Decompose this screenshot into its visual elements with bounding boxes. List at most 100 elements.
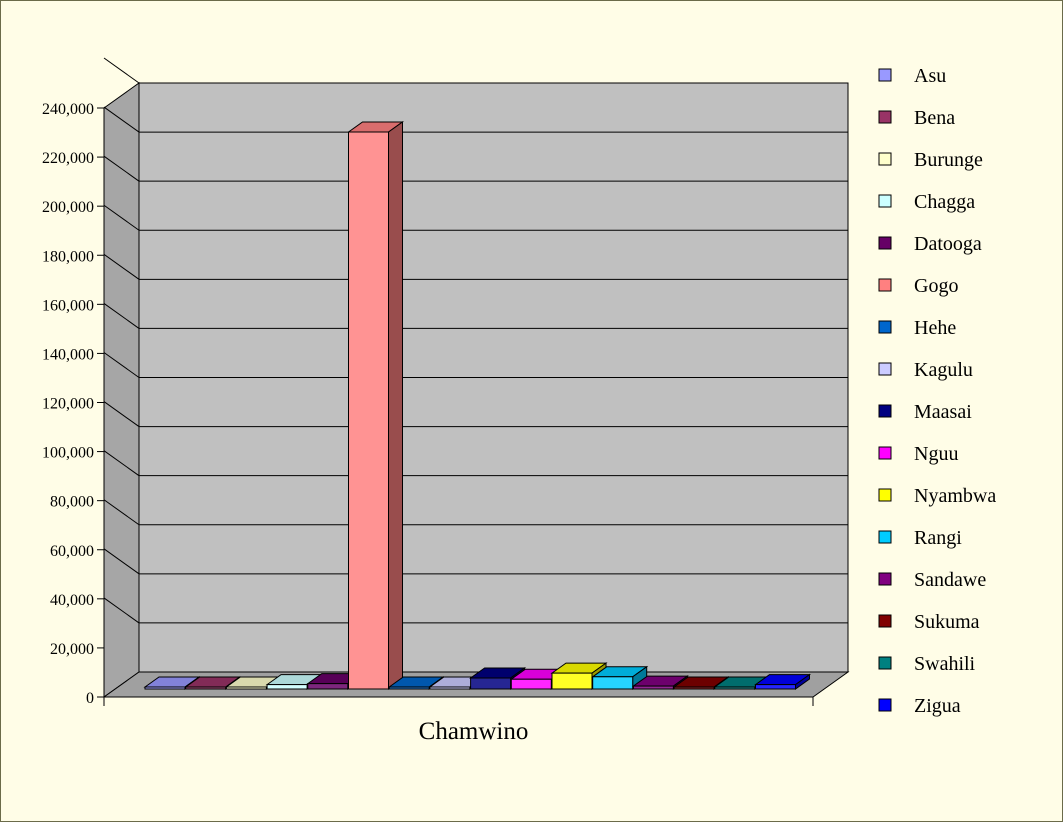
legend-swatch xyxy=(878,614,892,628)
legend-item: Sandawe xyxy=(878,569,986,591)
bar-front xyxy=(388,686,430,690)
legend-label: Burunge xyxy=(914,149,983,171)
bar-front xyxy=(185,686,227,690)
bar-rangi xyxy=(591,665,649,690)
y-tick-label: 240,000 xyxy=(42,101,94,118)
bar-side xyxy=(388,121,403,690)
gridline-side xyxy=(103,253,140,280)
bar-front xyxy=(592,676,634,690)
legend-item: Hehe xyxy=(878,317,956,339)
legend-label: Zigua xyxy=(914,695,961,717)
gridline-side xyxy=(103,401,140,427)
legend-item: Rangi xyxy=(878,527,962,549)
legend-label: Hehe xyxy=(914,317,956,339)
legend-swatch xyxy=(878,152,892,166)
legend-swatch xyxy=(878,656,892,670)
legend-label: Nguu xyxy=(914,443,958,465)
bar-front xyxy=(470,677,512,690)
y-tick-label: 20,000 xyxy=(50,641,94,658)
bar-front xyxy=(266,684,308,690)
legend-label: Bena xyxy=(914,107,955,129)
legend-item: Kagulu xyxy=(878,359,973,381)
legend-item: Nguu xyxy=(878,443,958,465)
gridline-side xyxy=(103,106,140,133)
bars xyxy=(143,121,812,690)
y-tick-label: 180,000 xyxy=(42,248,94,265)
y-tick-label: 160,000 xyxy=(42,297,94,314)
legend-label: Sukuma xyxy=(914,611,980,633)
y-tick-label: 60,000 xyxy=(50,543,94,560)
legend-swatch xyxy=(878,278,892,292)
bar-front xyxy=(225,686,267,690)
gridline-side xyxy=(103,548,140,575)
bar-gogo xyxy=(346,121,405,690)
legend-item: Asu xyxy=(878,65,946,87)
legend-item: Burunge xyxy=(878,149,983,171)
bar-front xyxy=(755,684,796,690)
legend-label: Maasai xyxy=(914,401,972,423)
chart-walls xyxy=(102,82,850,698)
bar-front xyxy=(144,686,186,690)
legend-item: Zigua xyxy=(878,695,961,717)
legend-label: Datooga xyxy=(914,233,982,255)
legend-label: Rangi xyxy=(914,527,962,549)
y-tick-label: 40,000 xyxy=(50,592,94,609)
legend-label: Swahili xyxy=(914,653,976,675)
bar-front xyxy=(673,686,715,690)
legend-swatch xyxy=(878,530,892,544)
y-tick-label: 140,000 xyxy=(42,346,94,363)
y-tick-label: 0 xyxy=(86,690,94,707)
legend-swatch xyxy=(878,446,892,460)
bar-front xyxy=(307,683,349,690)
gridline-side xyxy=(103,499,140,526)
legend-item: Bena xyxy=(878,107,955,129)
legend-label: Gogo xyxy=(914,275,958,297)
y-tick-labels: 0 20,000 40,000 60,000 80,000 100,000 120,000 1… xyxy=(42,101,94,707)
bar-front xyxy=(714,686,756,690)
legend-label: Sandawe xyxy=(914,569,986,591)
legend-swatch xyxy=(878,110,892,124)
y-tick-label: 80,000 xyxy=(50,494,94,511)
legend-swatch xyxy=(878,320,892,334)
bar-front xyxy=(632,685,674,690)
gridline-side xyxy=(103,57,140,84)
legend-item: Gogo xyxy=(878,275,958,297)
bar-front xyxy=(510,678,552,690)
legend-swatch xyxy=(878,404,892,418)
legend-label: Chagga xyxy=(914,191,975,213)
legend-label: Nyambwa xyxy=(914,485,996,507)
legend-item: Chagga xyxy=(878,191,975,213)
side-wall xyxy=(103,82,140,698)
y-axis xyxy=(97,107,105,698)
legend-label: Kagulu xyxy=(914,359,973,381)
bar-zigua xyxy=(753,673,812,690)
y-tick-label: 100,000 xyxy=(42,445,94,462)
legend-item: Sukuma xyxy=(878,611,980,633)
gridline-side xyxy=(103,155,140,182)
legend-swatch xyxy=(878,194,892,208)
legend-label: Asu xyxy=(914,65,946,87)
legend-item: Swahili xyxy=(878,653,976,675)
bar-front xyxy=(429,686,471,690)
legend-item: Datooga xyxy=(878,233,982,255)
bar-front xyxy=(551,672,593,690)
x-category-label: Chamwino xyxy=(419,718,529,745)
y-tick-label: 200,000 xyxy=(42,199,94,216)
legend-swatch xyxy=(878,68,892,82)
gridline-side xyxy=(103,204,140,231)
bar-front xyxy=(348,131,389,690)
gridline-side xyxy=(103,303,140,329)
legend-swatch xyxy=(878,236,892,250)
legend-item: Maasai xyxy=(878,401,972,423)
y-tick-label: 120,000 xyxy=(42,396,94,413)
gridline-side xyxy=(103,352,140,378)
x-axis: Chamwino xyxy=(103,696,814,745)
legend: Asu Bena Burunge Chagga Datooga Gogo Hehe Kagul… xyxy=(878,65,996,717)
y-tick-label: 220,000 xyxy=(42,150,94,167)
legend-swatch xyxy=(878,572,892,586)
legend-item: Nyambwa xyxy=(878,485,996,507)
legend-swatch xyxy=(878,698,892,712)
gridlines xyxy=(103,57,848,624)
